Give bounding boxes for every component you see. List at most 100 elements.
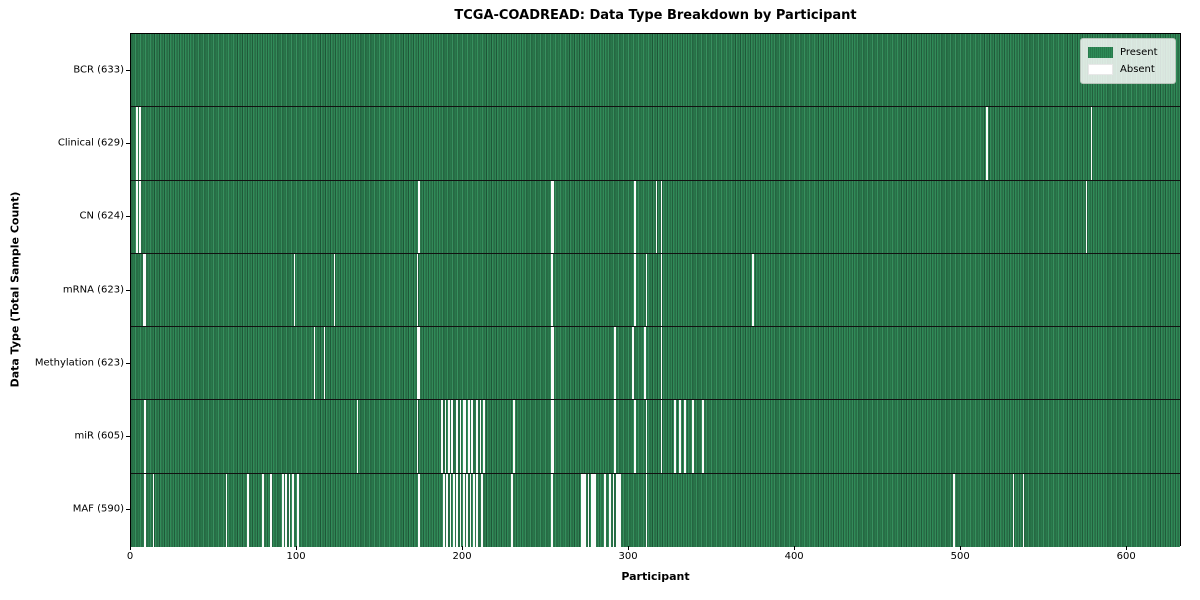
absent-mark [297, 473, 299, 547]
absent-mark [645, 473, 648, 547]
legend-item-present: Present [1088, 44, 1167, 61]
y-tick-label-bcr: BCR (633) [73, 64, 124, 76]
absent-mark [459, 400, 462, 473]
absent-mark [139, 107, 141, 180]
heatmap-row-maf [131, 473, 1180, 547]
absent-mark [313, 327, 316, 400]
absent-mark [481, 473, 484, 547]
absent-mark [144, 473, 146, 547]
absent-mark [594, 473, 596, 547]
absent-mark [456, 400, 459, 473]
absent-mark [582, 473, 585, 547]
absent-mark [634, 400, 636, 473]
absent-mark [282, 473, 284, 547]
absent-mark [473, 473, 475, 547]
y-tick-mark [126, 69, 130, 71]
absent-mark [552, 400, 555, 473]
absent-mark [482, 400, 485, 473]
absent-mark [592, 473, 595, 547]
absent-mark [262, 473, 264, 547]
absent-mark [144, 253, 146, 327]
heatmap-row-bcr [131, 34, 1180, 108]
absent-mark [614, 327, 616, 400]
absent-mark [702, 400, 704, 473]
absent-mark [466, 473, 469, 547]
absent-mark [144, 400, 146, 473]
absent-mark [225, 473, 228, 547]
x-tick-label-400: 400 [784, 551, 804, 562]
x-tick-mark [130, 546, 131, 550]
absent-mark [587, 473, 590, 547]
chart-title: TCGA-COADREAD: Data Type Breakdown by Pa… [454, 8, 857, 23]
absent-mark [552, 180, 555, 253]
absent-mark [660, 180, 663, 253]
absent-mark [448, 400, 450, 473]
absent-mark [512, 400, 515, 473]
absent-mark [135, 107, 138, 180]
absent-mark [418, 473, 420, 547]
absent-mark [476, 400, 479, 473]
absent-mark [418, 327, 420, 400]
absent-mark [1085, 180, 1088, 253]
absent-mark [443, 473, 445, 547]
absent-mark [463, 473, 465, 547]
absent-mark [645, 253, 648, 327]
absent-mark [453, 473, 455, 547]
absent-mark [986, 107, 988, 180]
absent-mark [552, 327, 555, 400]
absent-mark [416, 400, 419, 473]
absent-mark [1022, 473, 1025, 547]
absent-mark [471, 400, 474, 473]
absent-mark [292, 473, 294, 547]
absent-mark [1090, 107, 1093, 180]
absent-mark [451, 400, 454, 473]
absent-mark [660, 253, 663, 327]
absent-mark [660, 327, 663, 400]
absent-mark [444, 400, 447, 473]
x-tick-mark [628, 546, 630, 550]
legend-swatch-present [1088, 47, 1113, 58]
y-tick-label-mir: miR (605) [74, 430, 124, 442]
absent-mark [416, 253, 419, 327]
absent-mark [673, 400, 676, 473]
y-tick-mark [126, 142, 130, 144]
absent-mark [1012, 473, 1015, 547]
absent-mark [456, 473, 459, 547]
absent-mark [511, 473, 513, 547]
legend-item-absent: Absent [1088, 61, 1167, 78]
absent-mark [678, 400, 681, 473]
x-axis-title: Participant [621, 570, 690, 583]
absent-mark [479, 400, 482, 473]
absent-mark [288, 473, 291, 547]
absent-mark [446, 473, 449, 547]
absent-mark [285, 473, 288, 547]
x-tick-mark [794, 546, 796, 550]
legend: Present Absent [1080, 38, 1176, 84]
legend-label: Present [1120, 47, 1158, 58]
absent-mark [459, 473, 462, 547]
absent-mark [356, 400, 359, 473]
absent-mark [551, 180, 553, 253]
absent-mark [463, 400, 465, 473]
absent-mark [293, 253, 296, 327]
absent-mark [580, 473, 583, 547]
x-tick-label-100: 100 [286, 551, 306, 562]
legend-label: Absent [1120, 64, 1155, 75]
absent-mark [551, 473, 553, 547]
absent-mark [604, 473, 606, 547]
absent-mark [418, 180, 420, 253]
absent-mark [660, 400, 663, 473]
absent-mark [139, 180, 141, 253]
heatmap-row-cn [131, 180, 1180, 254]
absent-mark [416, 327, 419, 400]
absent-mark [469, 473, 472, 547]
absent-mark [634, 253, 636, 327]
x-tick-mark [296, 546, 298, 550]
absent-mark [590, 473, 593, 547]
absent-mark [464, 400, 467, 473]
y-tick-mark [126, 362, 130, 364]
y-tick-label-methylation: Methylation (623) [34, 357, 124, 369]
x-tick-label-200: 200 [452, 551, 472, 562]
absent-mark [614, 400, 616, 473]
